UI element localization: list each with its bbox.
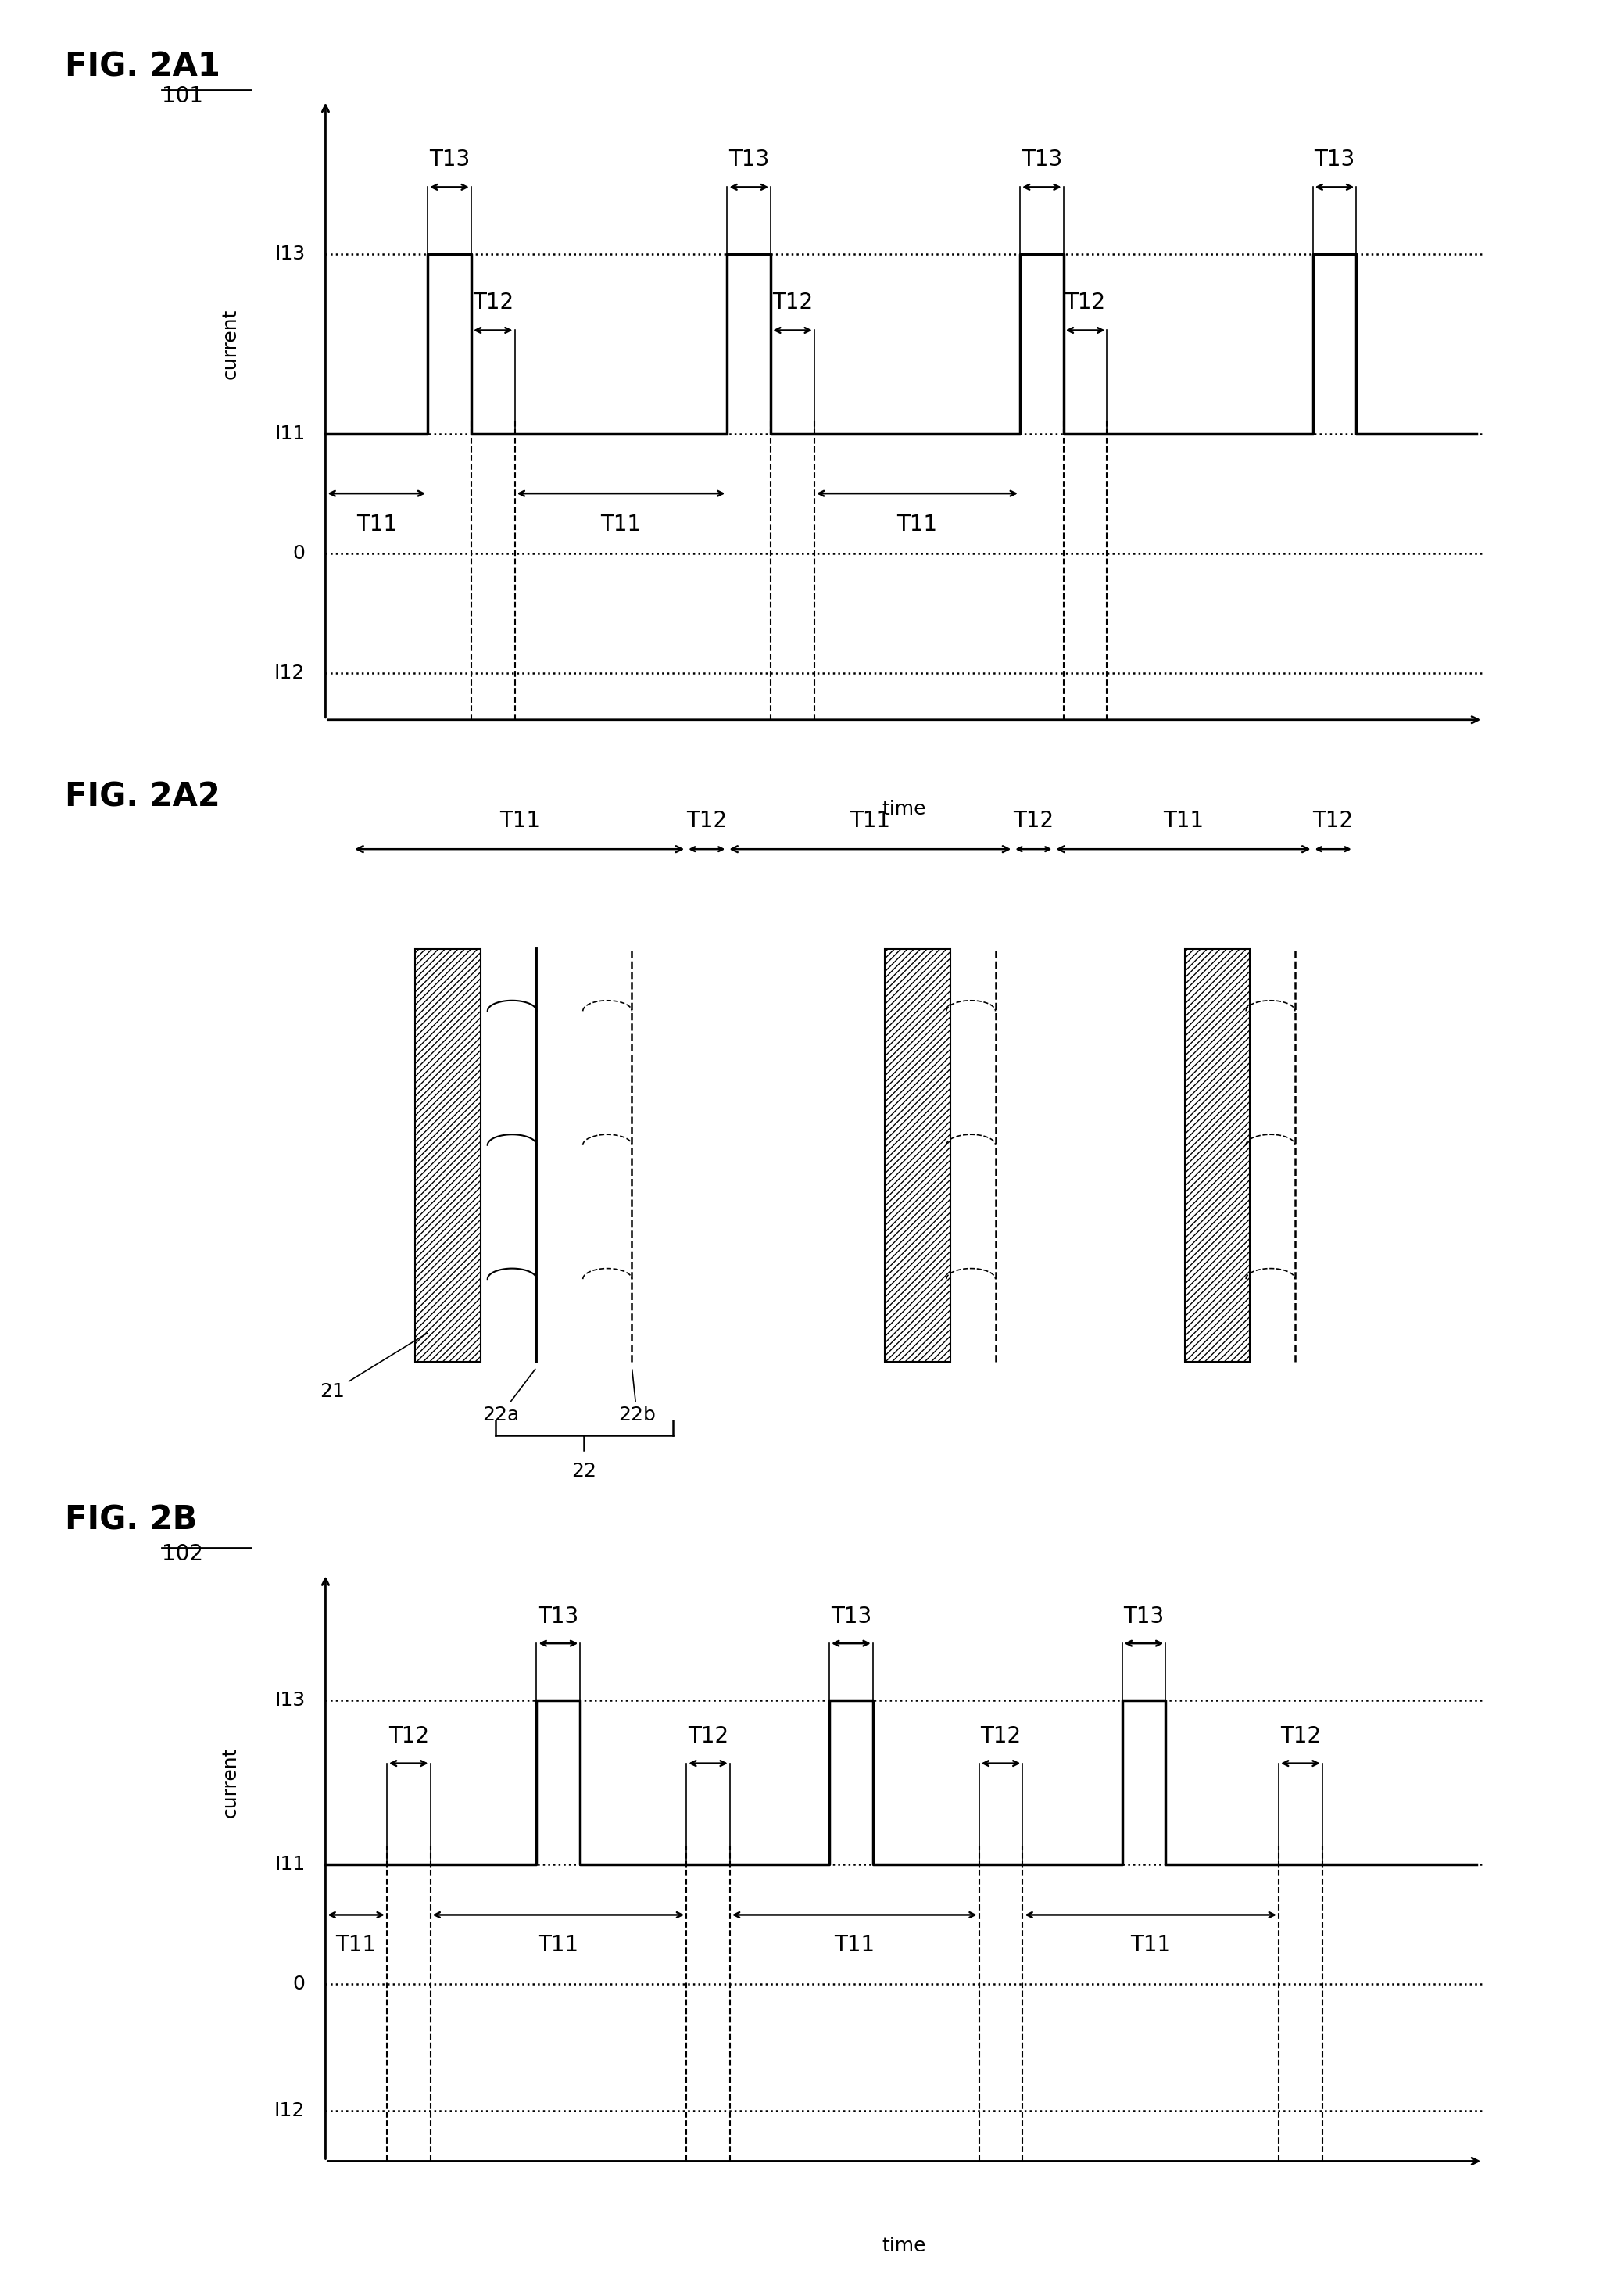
Text: T12: T12: [981, 1727, 1021, 1747]
Text: FIG. 2A1: FIG. 2A1: [65, 51, 220, 83]
Text: 22a: 22a: [481, 1368, 535, 1424]
Text: T11: T11: [835, 1933, 875, 1956]
Text: T12: T12: [686, 810, 728, 831]
Text: current: current: [220, 308, 240, 379]
Text: T11: T11: [538, 1933, 579, 1956]
Text: T12: T12: [1065, 292, 1106, 315]
Text: T11: T11: [1130, 1933, 1170, 1956]
Bar: [885, 948, 950, 1362]
Text: T13: T13: [830, 1605, 872, 1628]
Text: FIG. 2B: FIG. 2B: [65, 1504, 198, 1536]
Text: 101: 101: [162, 85, 204, 108]
Text: T13: T13: [1123, 1605, 1164, 1628]
Text: T12: T12: [1313, 810, 1354, 831]
Text: T13: T13: [1315, 149, 1355, 170]
Text: 22b: 22b: [618, 1371, 655, 1424]
Bar: [415, 948, 481, 1362]
Text: T12: T12: [387, 1727, 430, 1747]
Text: T11: T11: [336, 1933, 376, 1956]
Text: T12: T12: [687, 1727, 728, 1747]
Text: I11: I11: [274, 425, 305, 443]
Text: T11: T11: [849, 810, 890, 831]
Bar: [1185, 948, 1250, 1362]
Text: I11: I11: [274, 1855, 305, 1874]
Text: T11: T11: [896, 514, 937, 535]
Text: I13: I13: [274, 243, 305, 264]
Text: I12: I12: [274, 664, 305, 682]
Text: T13: T13: [1021, 149, 1062, 170]
Text: T12: T12: [1013, 810, 1054, 831]
Text: 0: 0: [293, 544, 305, 563]
Text: T11: T11: [357, 514, 397, 535]
Text: T13: T13: [430, 149, 470, 170]
Text: time: time: [882, 799, 926, 817]
Text: 0: 0: [293, 1975, 305, 1993]
Text: T13: T13: [728, 149, 770, 170]
Text: T11: T11: [499, 810, 540, 831]
Text: T11: T11: [601, 514, 642, 535]
Text: T12: T12: [473, 292, 514, 315]
Text: 21: 21: [319, 1334, 426, 1401]
Text: I12: I12: [274, 2101, 305, 2119]
Text: T12: T12: [1281, 1727, 1321, 1747]
Text: 22: 22: [572, 1463, 597, 1481]
Text: 102: 102: [162, 1543, 204, 1566]
Text: current: current: [220, 1747, 240, 1818]
Text: FIG. 2A2: FIG. 2A2: [65, 781, 220, 813]
Text: T11: T11: [1162, 810, 1204, 831]
Text: T12: T12: [772, 292, 812, 315]
Text: time: time: [882, 2236, 926, 2255]
Text: T13: T13: [538, 1605, 579, 1628]
Text: I13: I13: [274, 1690, 305, 1711]
